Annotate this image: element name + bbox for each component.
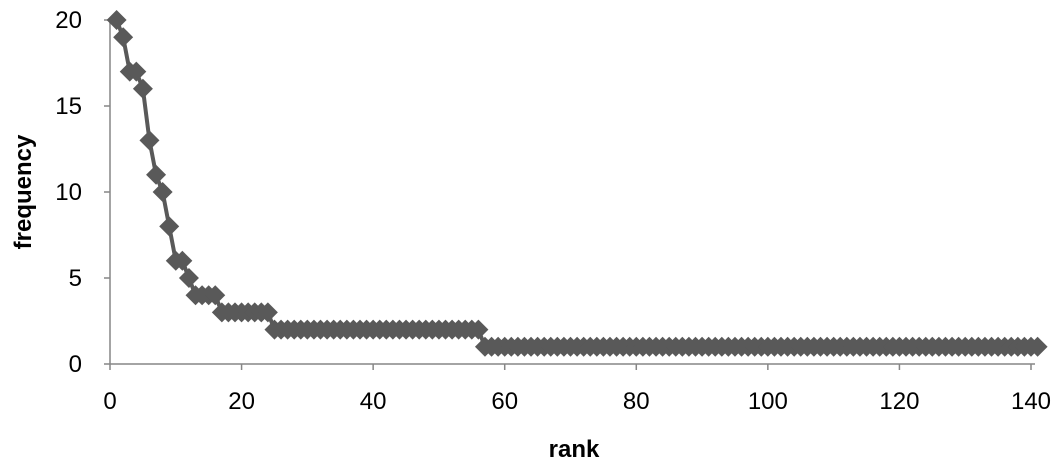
series-line <box>114 19 1038 349</box>
y-tick-labels: 0 5 10 15 20 <box>55 7 110 378</box>
y-tick-label: 0 <box>69 351 82 378</box>
series-group <box>106 10 1048 357</box>
data-point-marker <box>139 130 160 151</box>
x-tick-label: 80 <box>623 388 650 415</box>
x-tick-label: 100 <box>748 388 788 415</box>
x-tick-label: 60 <box>491 388 518 415</box>
data-point-marker <box>205 285 226 306</box>
y-tick-label: 20 <box>55 7 82 34</box>
axes <box>109 18 1035 365</box>
y-tick-label: 5 <box>69 265 82 292</box>
x-tick-label: 120 <box>879 388 919 415</box>
data-point-marker <box>159 216 180 237</box>
data-point-marker <box>172 250 193 271</box>
data-point-marker <box>126 61 147 82</box>
y-tick-label: 15 <box>55 93 82 120</box>
data-point-marker <box>146 164 167 185</box>
data-point-marker <box>178 268 199 288</box>
data-point-marker <box>132 78 153 99</box>
x-tick-label: 40 <box>360 388 387 415</box>
data-point-marker <box>468 319 489 340</box>
data-point-marker <box>1027 336 1048 357</box>
x-axis-title: rank <box>549 436 600 463</box>
y-tick-label: 10 <box>55 179 82 206</box>
data-point-marker <box>257 302 278 323</box>
data-point-marker <box>152 182 173 202</box>
y-axis-title: frequency <box>10 134 37 249</box>
x-tick-label: 0 <box>103 388 116 415</box>
x-tick-labels: 0 20 40 60 80 100 120 140 <box>103 364 1051 415</box>
data-point-marker <box>113 27 134 48</box>
x-tick-label: 140 <box>1011 388 1051 415</box>
data-point-marker <box>106 10 127 30</box>
x-tick-label: 20 <box>228 388 255 415</box>
